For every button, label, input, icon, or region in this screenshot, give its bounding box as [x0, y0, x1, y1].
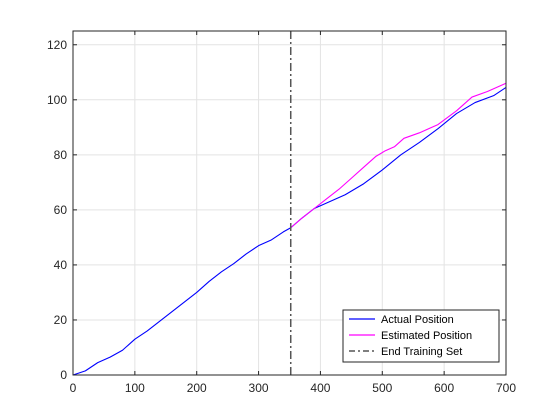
- x-tick-label: 600: [434, 381, 454, 395]
- tick-labels: 0 100 200 300 400 500 600 700 0 20 40 60 80 100 120: [47, 38, 516, 395]
- x-tick-label: 0: [70, 381, 77, 395]
- y-tick-label: 80: [54, 148, 68, 162]
- legend-entry-estimated-position: Estimated Position: [381, 330, 472, 342]
- y-tick-label: 20: [54, 313, 68, 327]
- y-tick-label: 40: [54, 258, 68, 272]
- y-tick-label: 0: [60, 368, 67, 382]
- y-tick-label: 100: [47, 93, 67, 107]
- legend: Actual Position Estimated Position End Tra…: [342, 309, 500, 363]
- axes: [72, 30, 507, 376]
- y-tick-label: 120: [47, 38, 67, 52]
- x-tick-label: 500: [372, 381, 392, 395]
- x-tick-label: 200: [187, 381, 207, 395]
- series-layer: [72, 31, 507, 376]
- x-tick-label: 400: [310, 381, 330, 395]
- legend-entry-end-training-set: End Training Set: [381, 346, 462, 358]
- x-tick-label: 100: [125, 381, 145, 395]
- legend-entry-actual-position: Actual Position: [381, 314, 454, 326]
- x-tick-label: 300: [249, 381, 269, 395]
- y-tick-label: 60: [54, 203, 68, 217]
- axes-box: [72, 30, 507, 376]
- actual-position-line: [72, 86, 507, 376]
- estimated-position-line: [290, 82, 507, 229]
- x-tick-label: 700: [496, 381, 516, 395]
